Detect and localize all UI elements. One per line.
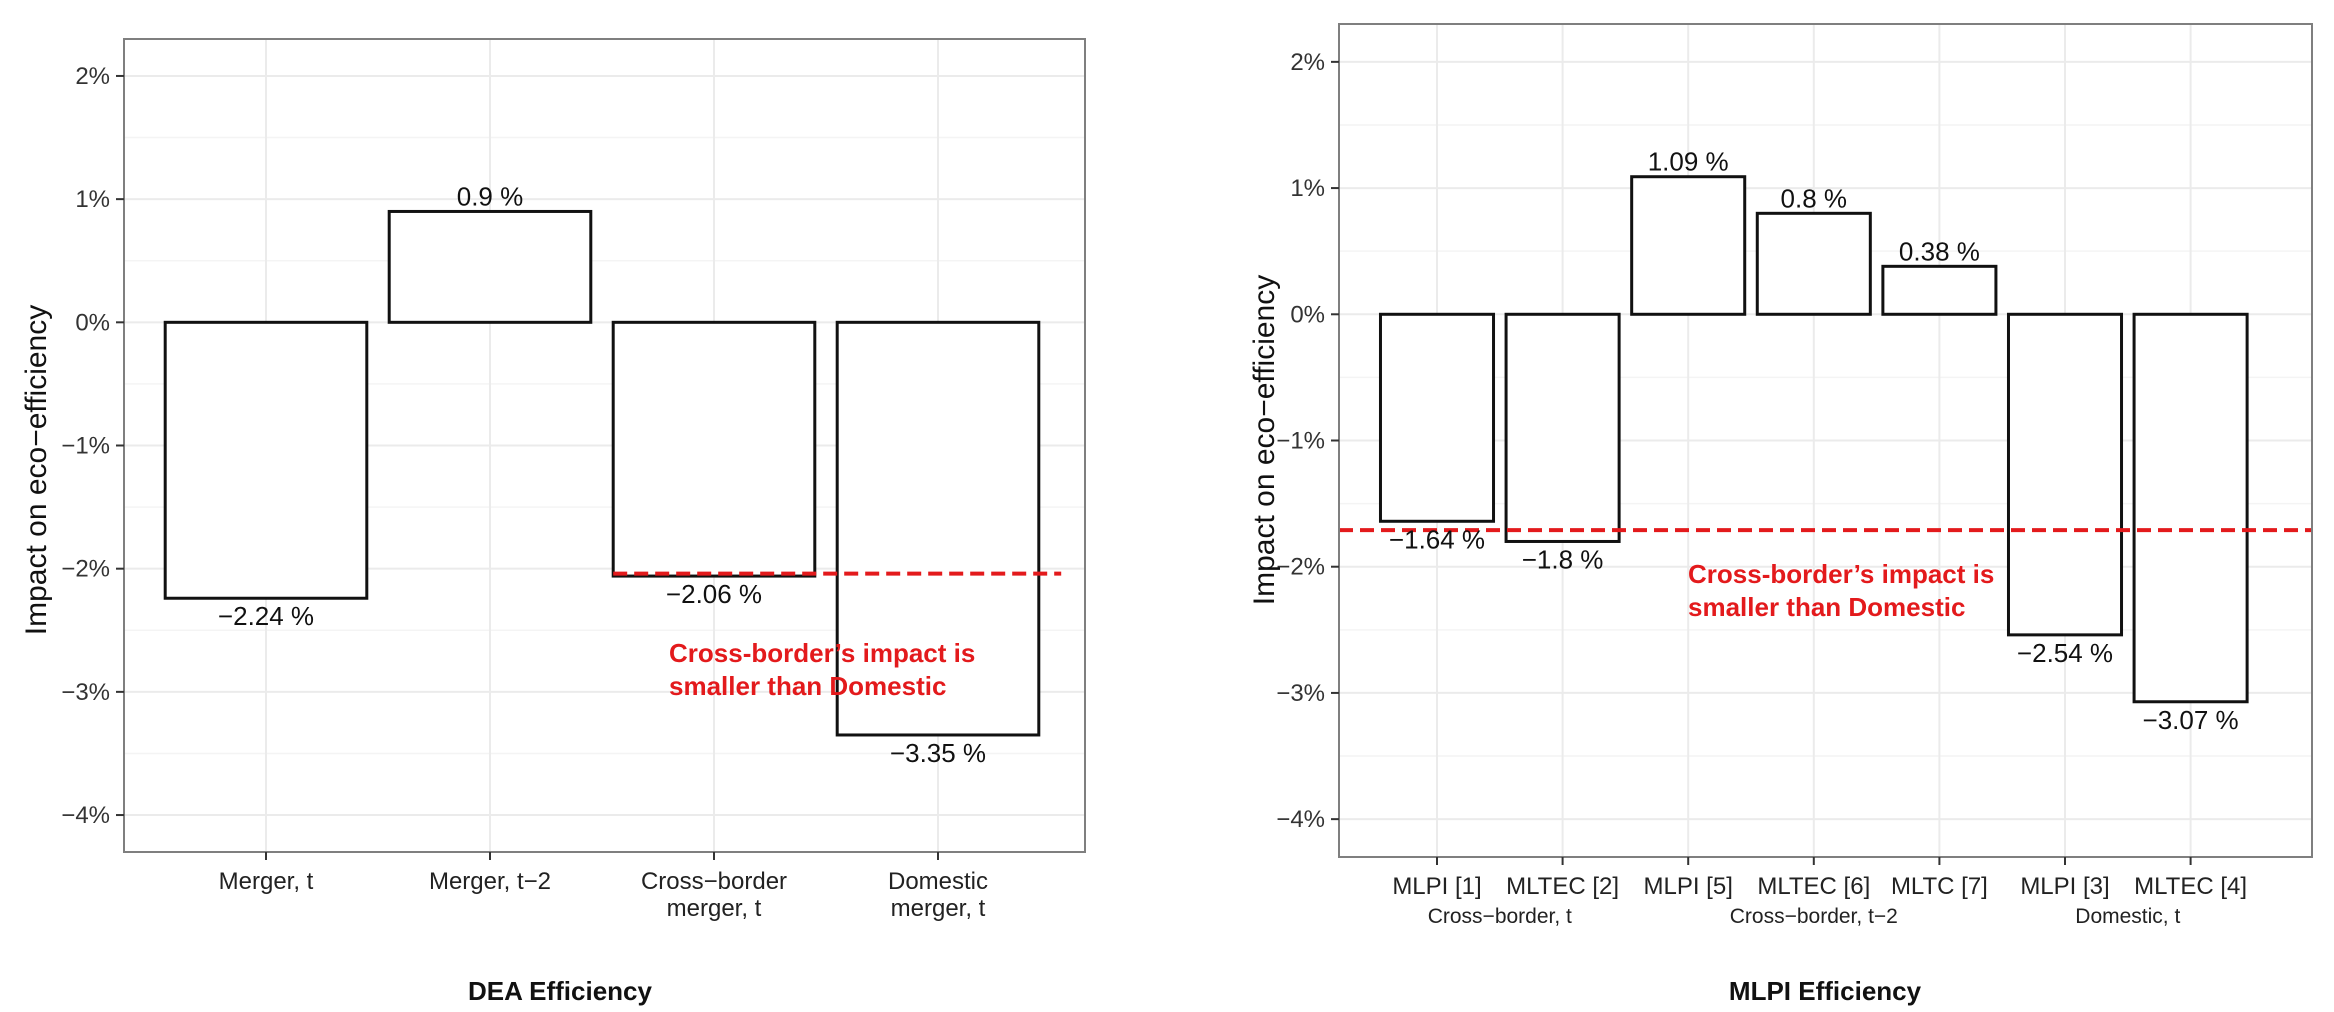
x-tick-label-line: MLTEC [2]	[1506, 873, 1619, 900]
y-tick-label: −1%	[1276, 428, 1325, 455]
bar-value-label: 1.09 %	[1648, 147, 1729, 177]
bar	[1504, 312, 1621, 543]
y-tick-label: 0%	[75, 309, 110, 336]
bar	[1630, 175, 1747, 316]
annotation-text: smaller than Domestic	[669, 671, 946, 701]
x-group-label: Cross−border, t−2	[1730, 905, 1898, 928]
x-tick-label: Merger, t	[219, 868, 314, 895]
bar	[611, 320, 817, 578]
bar-value-label: 0.8 %	[1781, 183, 1848, 213]
y-tick-label: 2%	[1290, 49, 1325, 76]
bar	[1881, 264, 1998, 316]
bar-value-label: 0.38 %	[1899, 236, 1980, 266]
x-tick-label-line: MLTC [7]	[1891, 873, 1988, 900]
x-group-label: Cross−border, t	[1428, 905, 1572, 928]
bar	[835, 320, 1041, 737]
bar-value-label: −1.8 %	[1522, 544, 1604, 574]
x-tick-label: MLPI [3]	[2020, 873, 2109, 900]
bar-value-label: −3.35 %	[890, 738, 986, 768]
x-tick-label: MLTEC [2]	[1506, 873, 1619, 900]
y-tick-label: −3%	[61, 679, 110, 706]
mlpi-x-axis-title: MLPI Efficiency	[1729, 976, 1922, 1006]
y-tick-label: 1%	[1290, 175, 1325, 202]
dea-panel: −2.24 % 0.9 % −2.06 % −3.35 % Cross-border’s…	[61, 38, 1086, 922]
x-tick-label: MLTEC [6]	[1757, 873, 1870, 900]
bar-value-label: −2.24 %	[218, 601, 314, 631]
y-tick-label: −2%	[61, 556, 110, 583]
x-tick-label-line: Merger, t	[219, 868, 314, 895]
x-tick-label-line: merger, t	[891, 895, 986, 922]
x-tick-label-line: Cross−border	[641, 868, 787, 895]
bar	[387, 209, 593, 324]
y-tick-label: −4%	[1276, 806, 1325, 833]
bar	[1755, 211, 1872, 316]
x-tick-label-line: MLTEC [4]	[2134, 873, 2247, 900]
x-tick-label: MLPI [1]	[1392, 873, 1481, 900]
x-tick-label: MLPI [5]	[1644, 873, 1733, 900]
y-tick-label: 2%	[75, 63, 110, 90]
x-tick-label: Cross−border merger, t	[641, 868, 787, 922]
mlpi-panel: −1.64 % −1.8 % 1.09 % 0.8 % 0.38 % −2.54 % −3.…	[1276, 23, 2313, 928]
annotation-text: Cross-border’s impact is	[1688, 559, 1994, 589]
x-tick-label-line: Merger, t−2	[429, 868, 551, 895]
x-tick-label-line: MLPI [1]	[1392, 873, 1481, 900]
bar-value-label: −2.06 %	[666, 579, 762, 609]
y-tick-label: −2%	[1276, 554, 1325, 581]
x-tick-label-line: MLPI [5]	[1644, 873, 1733, 900]
dea-y-axis-title: Impact on eco−efficiency	[20, 305, 53, 635]
annotation-text: Cross-border’s impact is	[669, 638, 975, 668]
x-tick-label-line: Domestic	[888, 868, 988, 895]
x-tick-label-line: MLPI [3]	[2020, 873, 2109, 900]
annotation-text: smaller than Domestic	[1688, 592, 1965, 622]
y-tick-label: −3%	[1276, 680, 1325, 707]
mlpi-y-axis-title: Impact on eco−efficiency	[1248, 275, 1281, 605]
bar-value-label: −1.64 %	[1389, 524, 1485, 554]
bar-value-label: −3.07 %	[2143, 705, 2239, 735]
y-tick-label: −1%	[61, 433, 110, 460]
x-tick-label-line: MLTEC [6]	[1757, 873, 1870, 900]
bar-value-label: 0.9 %	[457, 181, 524, 211]
y-tick-label: 0%	[1290, 301, 1325, 328]
bar-value-label: −2.54 %	[2017, 638, 2113, 668]
bar	[2132, 312, 2249, 704]
bar	[163, 320, 369, 600]
x-tick-label: MLTC [7]	[1891, 873, 1988, 900]
y-tick-label: −4%	[61, 802, 110, 829]
x-tick-label: MLTEC [4]	[2134, 873, 2247, 900]
x-tick-label-line: merger, t	[667, 895, 762, 922]
bar	[1378, 312, 1496, 523]
bar	[2006, 312, 2124, 637]
x-group-label: Domestic, t	[2075, 905, 2180, 928]
y-tick-label: 1%	[75, 186, 110, 213]
x-tick-label: Domestic merger, t	[888, 868, 988, 922]
dea-x-axis-title: DEA Efficiency	[468, 976, 653, 1006]
x-tick-label: Merger, t−2	[429, 868, 551, 895]
